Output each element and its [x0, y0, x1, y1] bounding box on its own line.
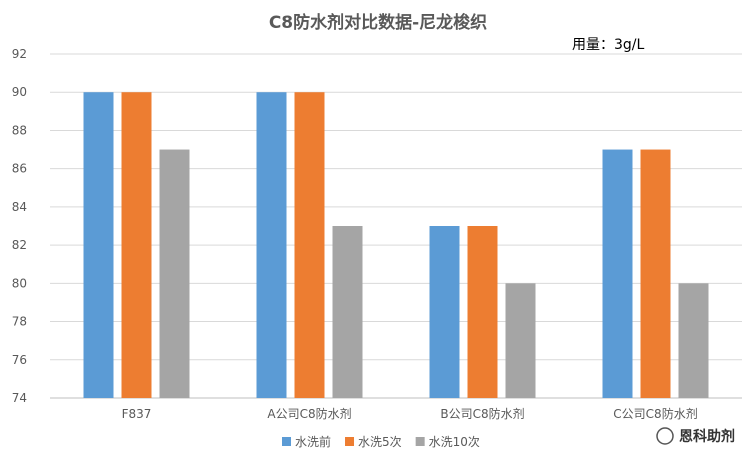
x-tick-label: B公司C8防水剂 — [440, 406, 524, 421]
bar — [640, 149, 671, 398]
watermark-text: 恩科助剂 — [679, 428, 735, 445]
bar — [121, 92, 152, 398]
watermark: 恩科助剂 — [656, 427, 735, 445]
bar — [83, 92, 114, 398]
bar — [602, 149, 633, 398]
y-tick-label: 90 — [12, 85, 27, 99]
y-tick-label: 92 — [12, 47, 27, 61]
bar — [467, 226, 498, 398]
y-tick-label: 88 — [12, 123, 27, 137]
legend-swatch — [415, 437, 425, 446]
chart-title: C8防水剂对比数据-尼龙梭织 — [269, 12, 487, 33]
y-tick-label: 80 — [12, 276, 27, 290]
y-axis: 74 76 78 80 82 84 86 88 90 92 — [12, 47, 27, 405]
x-tick-label: C公司C8防水剂 — [613, 406, 697, 421]
legend: 水洗前 水洗5次 水洗10次 — [282, 434, 480, 449]
bar — [505, 283, 536, 398]
y-tick-label: 82 — [12, 238, 27, 252]
bars — [83, 92, 709, 398]
x-tick-label: F837 — [122, 407, 152, 421]
legend-swatch — [345, 437, 355, 446]
bar — [429, 226, 460, 398]
y-tick-label: 86 — [12, 162, 27, 176]
legend-label: 水洗5次 — [358, 435, 402, 449]
bar — [678, 283, 709, 398]
y-tick-label: 84 — [12, 200, 27, 214]
legend-label: 水洗前 — [295, 434, 331, 449]
bar — [332, 226, 363, 398]
legend-swatch — [282, 437, 291, 446]
legend-label: 水洗10次 — [429, 435, 480, 449]
y-tick-label: 76 — [12, 353, 27, 367]
y-tick-label: 74 — [12, 391, 27, 405]
bar — [256, 92, 287, 398]
dosage-note: 用量：3g/L — [572, 37, 645, 53]
wechat-icon — [656, 427, 674, 445]
bar — [159, 149, 190, 398]
x-axis: F837 A公司C8防水剂 B公司C8防水剂 C公司C8防水剂 — [122, 406, 698, 421]
x-tick-label: A公司C8防水剂 — [267, 406, 351, 421]
bar — [294, 92, 325, 398]
y-tick-label: 78 — [12, 315, 27, 329]
